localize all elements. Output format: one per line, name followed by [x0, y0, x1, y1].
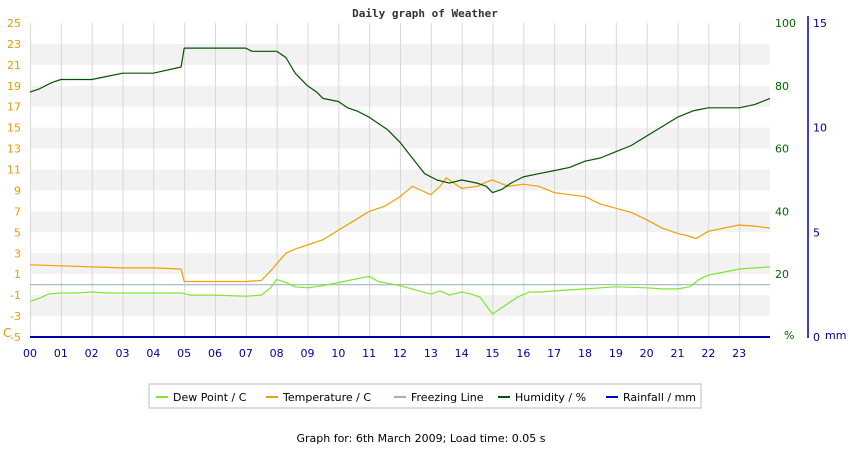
x-tick-label: 21: [671, 347, 685, 360]
legend-label: Dew Point / C: [173, 391, 247, 404]
x-tick-label: 16: [516, 347, 530, 360]
x-tick-label: 01: [54, 347, 68, 360]
x-tick-label: 17: [547, 347, 561, 360]
middle-tick-label: 100: [775, 17, 796, 30]
left-tick-label: 1: [14, 268, 21, 281]
footer-text: Graph for: 6th March 2009; Load time: 0.…: [296, 432, 545, 445]
left-tick-label: 5: [14, 226, 21, 239]
left-tick-label: -5: [10, 331, 21, 344]
chart-title: Daily graph of Weather: [352, 7, 498, 20]
x-tick-label: 09: [301, 347, 315, 360]
x-tick-label: 22: [701, 347, 715, 360]
x-tick-label: 11: [362, 347, 376, 360]
left-axis-unit: C: [3, 326, 11, 340]
right-axis-ticks: 15 10 5 0: [813, 17, 827, 344]
left-tick-label: 11: [7, 164, 21, 177]
left-tick-label: 19: [7, 80, 21, 93]
x-tick-label: 23: [732, 347, 746, 360]
right-tick-label: 10: [813, 122, 827, 135]
series-line-humidity: [29, 47, 771, 194]
x-tick-label: 19: [609, 347, 623, 360]
middle-tick-label: 20: [775, 268, 789, 281]
left-tick-label: -3: [10, 310, 21, 323]
x-tick-label: 03: [116, 347, 130, 360]
legend-label: Humidity / %: [515, 391, 586, 404]
left-tick-label: 15: [7, 122, 21, 135]
x-tick-label: 00: [23, 347, 37, 360]
middle-axis-ticks: 100 80 60 40 20: [775, 17, 796, 281]
right-tick-label: 15: [813, 17, 827, 30]
legend-label: Rainfall / mm: [623, 391, 696, 404]
left-axis-ticks: 25 23 21 19 17 15 13 11 9 7 5 3 1 -1 -3 -5: [7, 17, 21, 344]
middle-tick-label: 40: [775, 205, 789, 218]
middle-tick-label: 60: [775, 143, 789, 156]
x-tick-label: 07: [239, 347, 253, 360]
x-tick-label: 20: [640, 347, 654, 360]
left-tick-label: 9: [14, 184, 21, 197]
left-tick-label: 3: [14, 247, 21, 260]
right-tick-label: 0: [813, 331, 820, 344]
legend-label: Freezing Line: [411, 391, 484, 404]
x-tick-label: 08: [270, 347, 284, 360]
x-axis-ticks: 00 01 02 03 04 05 06 07 08 09 10 11 12 13 14 15 16 17 18 19…: [23, 347, 746, 360]
left-tick-label: 17: [7, 101, 21, 114]
left-tick-label: -1: [10, 289, 21, 302]
x-tick-label: 02: [85, 347, 99, 360]
left-tick-label: 23: [7, 38, 21, 51]
legend: Dew Point / C Temperature / C Freezing Lin…: [148, 383, 702, 409]
series-line-dew-point: [29, 266, 771, 315]
middle-tick-label: 80: [775, 80, 789, 93]
right-axis-unit: mm: [825, 329, 846, 342]
x-tick-label: 14: [455, 347, 469, 360]
left-tick-label: 25: [7, 17, 21, 30]
x-tick-label: 06: [208, 347, 222, 360]
middle-axis-unit: %: [784, 329, 794, 342]
left-tick-label: 21: [7, 59, 21, 72]
x-tick-label: 13: [424, 347, 438, 360]
left-tick-label: 13: [7, 143, 21, 156]
legend-label: Temperature / C: [282, 391, 371, 404]
x-tick-label: 12: [393, 347, 407, 360]
left-tick-label: 7: [14, 205, 21, 218]
x-tick-label: 18: [578, 347, 592, 360]
x-tick-label: 10: [331, 347, 345, 360]
right-tick-label: 5: [813, 226, 820, 239]
x-tick-label: 15: [486, 347, 500, 360]
x-tick-label: 05: [177, 347, 191, 360]
x-tick-label: 04: [146, 347, 160, 360]
